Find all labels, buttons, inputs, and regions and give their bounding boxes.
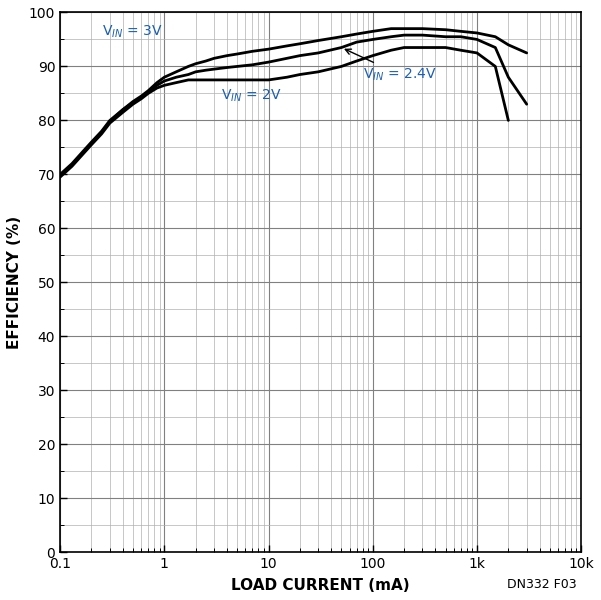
Y-axis label: EFFICIENCY (%): EFFICIENCY (%) [7, 216, 22, 349]
Text: V$_{IN}$ = 3V: V$_{IN}$ = 3V [102, 23, 162, 40]
Text: V$_{IN}$ = 2V: V$_{IN}$ = 2V [221, 88, 282, 104]
X-axis label: LOAD CURRENT (mA): LOAD CURRENT (mA) [231, 578, 410, 593]
Text: DN332 F03: DN332 F03 [507, 578, 577, 591]
Text: V$_{IN}$ = 2.4V: V$_{IN}$ = 2.4V [346, 49, 437, 83]
